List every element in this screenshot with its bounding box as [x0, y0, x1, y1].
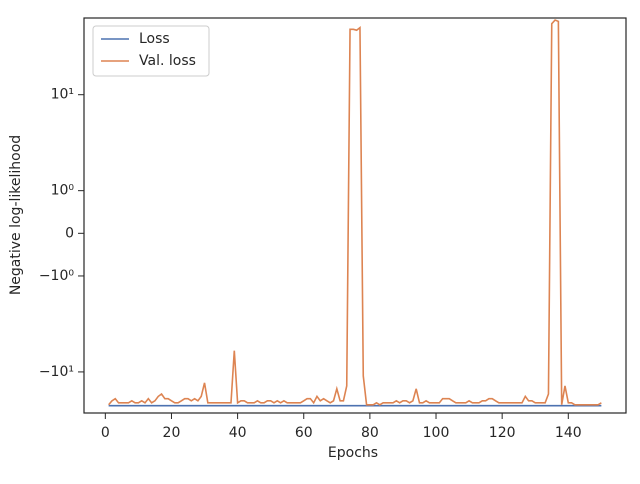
y-tick-label: −10⁰ — [39, 268, 75, 284]
x-axis-label: Epochs — [328, 445, 378, 461]
y-tick-label: 10⁰ — [51, 183, 75, 199]
x-tick-label: 60 — [295, 425, 313, 441]
x-tick-label: 80 — [361, 425, 379, 441]
legend-label: Loss — [139, 31, 170, 47]
legend-label: Val. loss — [139, 53, 196, 69]
y-tick-label: −10¹ — [39, 364, 74, 380]
axes-frame — [83, 17, 627, 414]
x-tick-label: 140 — [555, 425, 582, 441]
y-tick-label: 0 — [65, 225, 74, 241]
x-tick-label: 20 — [163, 425, 181, 441]
x-tick-label: 40 — [229, 425, 247, 441]
y-tick-label: 10¹ — [51, 87, 74, 103]
series-line — [108, 19, 602, 406]
x-tick-label: 120 — [489, 425, 516, 441]
x-tick-label: 100 — [423, 425, 450, 441]
y-axis-label: Negative log-likelihood — [8, 135, 24, 295]
x-tick-label: 0 — [101, 425, 110, 441]
